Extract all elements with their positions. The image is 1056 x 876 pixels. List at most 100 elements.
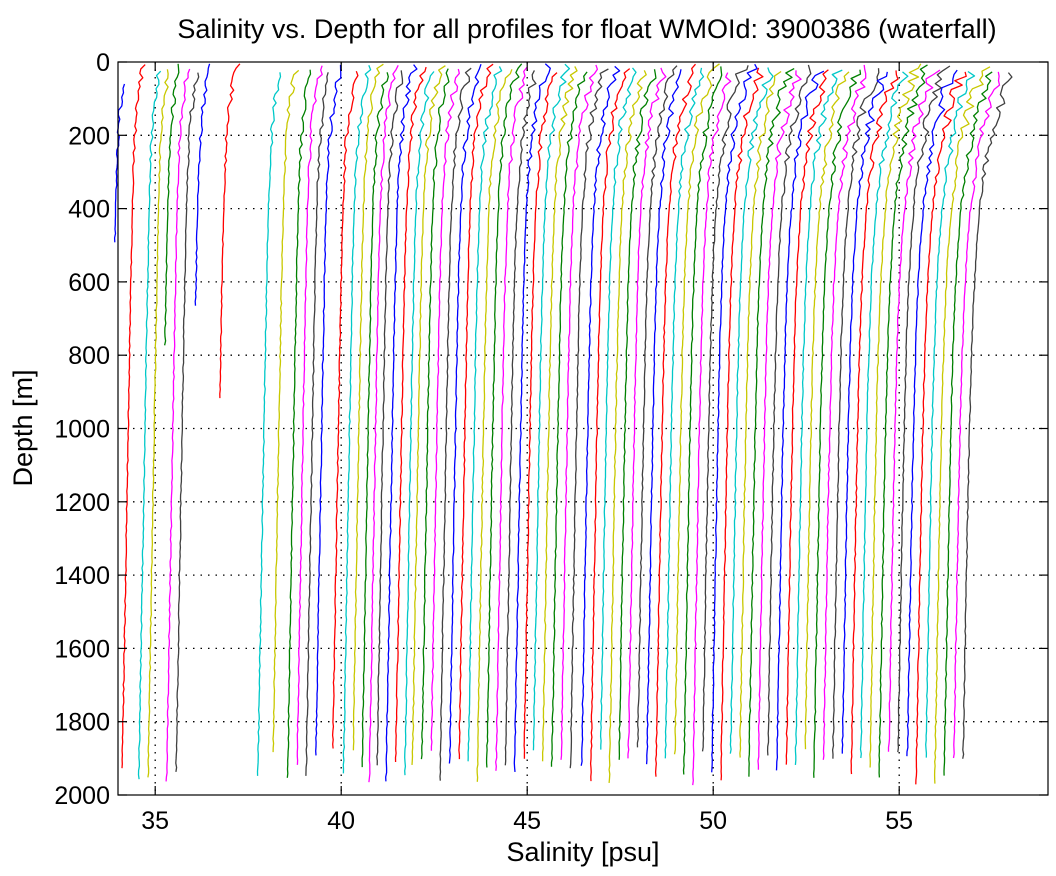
salinity-profile-line — [933, 66, 991, 784]
salinity-profile-line — [175, 72, 200, 773]
salinity-profile-line — [748, 68, 795, 777]
salinity-profile-line — [532, 63, 571, 751]
salinity-profile-line — [943, 71, 993, 776]
salinity-profile-line — [121, 64, 146, 769]
salinity-profile-line — [785, 69, 829, 765]
salinity-profile-line — [420, 68, 450, 760]
salinity-profile-line — [869, 63, 922, 768]
salinity-profile-line — [523, 72, 558, 759]
salinity-profile-line — [618, 69, 657, 760]
y-tick-label: 1800 — [54, 709, 110, 737]
salinity-profile-line — [458, 63, 494, 760]
salinity-profile-line — [194, 63, 211, 306]
y-tick-label: 1600 — [54, 635, 110, 663]
salinity-profile-line — [692, 72, 732, 786]
salinity-profile-line — [711, 63, 758, 773]
salinity-profile-line — [757, 70, 802, 770]
salinity-profile-line — [701, 65, 749, 752]
salinity-profile-line — [664, 67, 705, 759]
y-tick-label: 800 — [68, 342, 110, 370]
salinity-profile-line — [775, 70, 825, 771]
y-tick-label: 0 — [96, 49, 110, 77]
salinity-profile-line — [550, 71, 588, 767]
salinity-profile-line — [915, 71, 967, 785]
salinity-profile-line — [137, 70, 162, 780]
salinity-profile-line — [766, 64, 812, 756]
salinity-profile-line — [504, 70, 537, 766]
salinity-profile-line — [599, 67, 637, 750]
y-tick-label: 600 — [68, 269, 110, 297]
salinity-profile-line — [654, 63, 696, 777]
salinity-profile-line — [541, 66, 578, 762]
salinity-profile-line — [569, 68, 609, 769]
y-tick-label: 1000 — [54, 416, 110, 444]
y-tick-label: 400 — [68, 196, 110, 224]
y-axis-label: Depth [m] — [8, 369, 38, 486]
salinity-profile-line — [485, 63, 523, 768]
salinity-profile-line — [673, 63, 720, 755]
salinity-profile-line — [627, 67, 667, 759]
salinity-profile-line — [513, 63, 551, 772]
salinity-profile-line — [952, 71, 1001, 759]
x-tick-label: 45 — [513, 807, 541, 835]
salinity-profile-line — [495, 66, 528, 771]
y-tick-label: 2000 — [54, 782, 110, 810]
salinity-profile-line — [729, 67, 774, 754]
salinity-profile-line — [645, 69, 682, 765]
salinity-profile-line — [147, 69, 169, 778]
salinity-profile-line — [113, 83, 126, 243]
salinity-profile-line — [439, 67, 472, 781]
salinity-profile-line — [256, 72, 282, 776]
profile-series-group — [113, 63, 1013, 786]
salinity-profile-line — [887, 69, 941, 752]
salinity-profile-line — [219, 63, 241, 399]
salinity-profile-line — [878, 64, 928, 778]
salinity-profile-line — [394, 66, 427, 763]
salinity-profile-line — [305, 72, 329, 776]
salinity-profile-line — [822, 64, 867, 760]
salinity-profile-line — [831, 68, 880, 759]
x-axis-label: Salinity [psu] — [506, 837, 659, 867]
salinity-profile-line — [608, 70, 647, 783]
salinity-profile-line — [804, 71, 850, 750]
axis-ticks: 35 40 45 50 55 0 200 400 600 800 1000 1200 1400 1600 1… — [54, 49, 1048, 835]
x-tick-label: 35 — [141, 807, 169, 835]
salinity-profile-line — [636, 65, 678, 748]
salinity-profile-line — [165, 68, 191, 782]
salinity-profile-line — [589, 68, 631, 782]
salinity-profile-line — [813, 69, 862, 778]
salinity-profile-line — [467, 66, 503, 762]
salinity-profile-line — [906, 69, 958, 757]
x-tick-label: 40 — [327, 807, 355, 835]
salinity-profile-line — [352, 63, 384, 751]
y-tick-label: 1200 — [54, 489, 110, 517]
salinity-profile-line — [342, 65, 372, 774]
salinity-profile-line — [739, 70, 782, 758]
salinity-profile-line — [404, 71, 435, 776]
salinity-profile-line — [430, 68, 460, 751]
salinity-profile-line — [841, 71, 888, 754]
salinity-profile-line — [385, 64, 418, 782]
salinity-profile-line — [476, 69, 513, 782]
chart-title: Salinity vs. Depth for all profiles for … — [177, 14, 996, 44]
salinity-profile-line — [682, 66, 723, 775]
salinity-profile-line — [272, 69, 300, 753]
salinity-profile-line — [163, 63, 180, 346]
salinity-profile-line — [315, 64, 342, 756]
salinity-profile-line — [376, 70, 404, 766]
salinity-profile-line — [331, 70, 359, 749]
salinity-profile-line — [368, 65, 399, 783]
salinity-profile-line — [962, 72, 1013, 759]
salinity-profile-line — [286, 69, 312, 778]
salinity-profile-line — [794, 69, 843, 765]
salinity-profile-line — [361, 72, 389, 768]
salinity-profile-line — [897, 65, 951, 753]
salinity-profile-line — [720, 67, 764, 781]
x-tick-label: 55 — [885, 807, 913, 835]
salinity-profile-line — [560, 64, 599, 760]
salinity-profile-line — [296, 65, 323, 765]
y-tick-label: 1400 — [54, 562, 110, 590]
x-tick-label: 50 — [699, 807, 727, 835]
